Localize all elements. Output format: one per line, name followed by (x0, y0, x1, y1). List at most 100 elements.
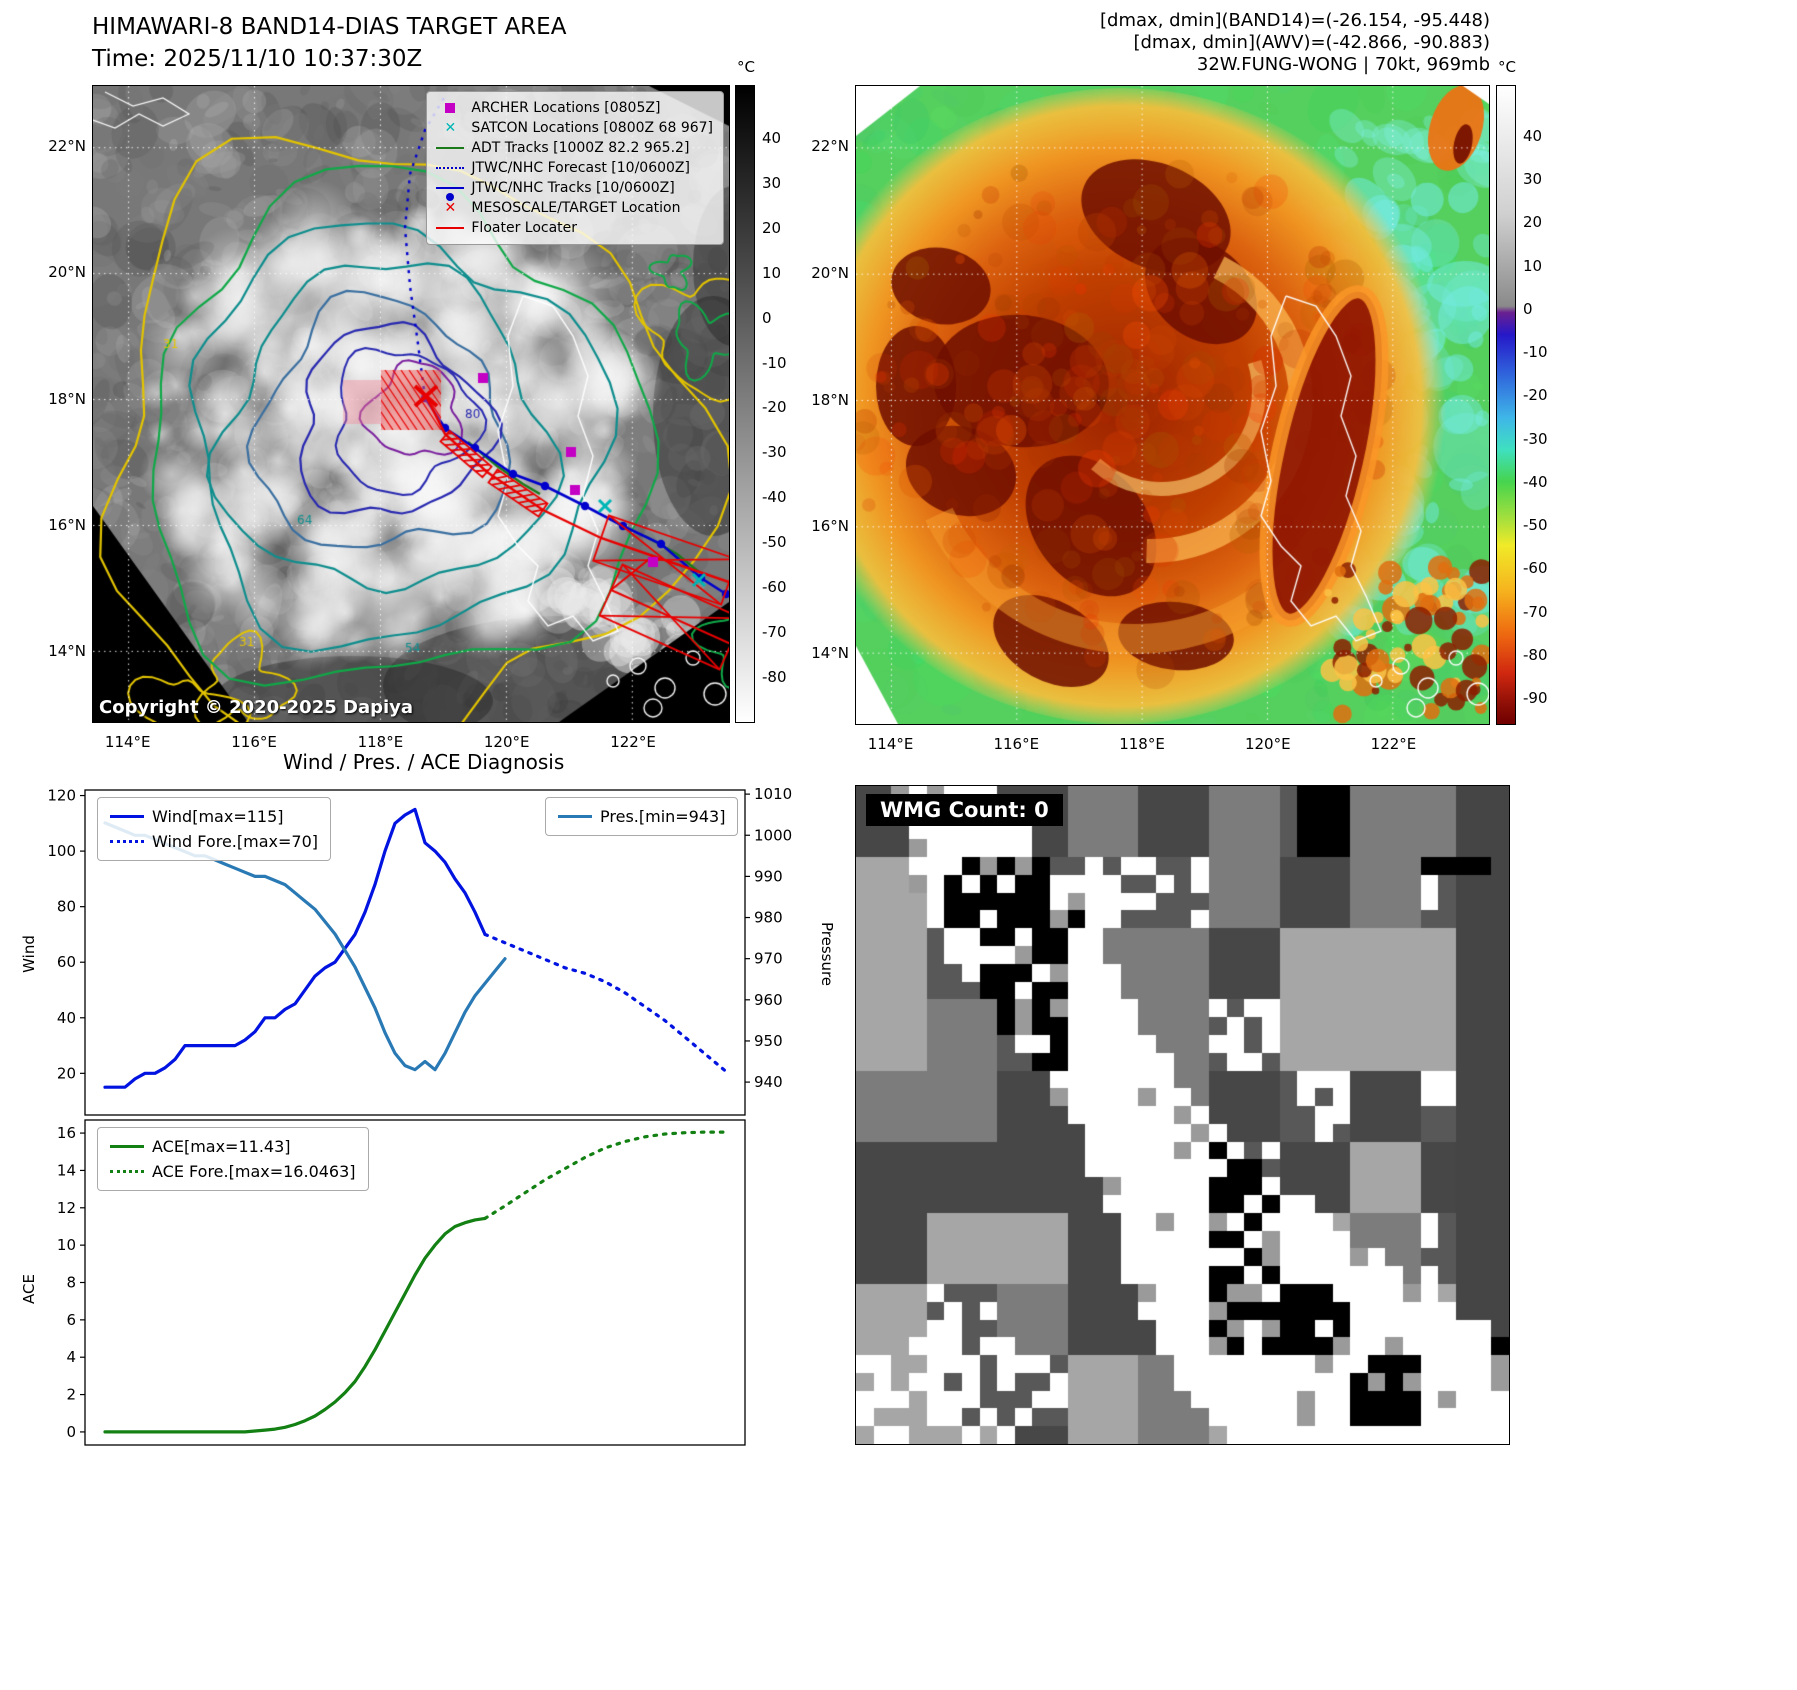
svg-text:10: 10 (57, 1236, 76, 1254)
legend-item-label: SATCON Locations [0800Z 68 967] (471, 120, 713, 136)
right-colorbar-unit: °C (1498, 58, 1516, 76)
right-colorbar-tick: -50 (1523, 516, 1548, 535)
legend-item: ✕ MESOSCALE/TARGET Location (433, 198, 713, 218)
right-map-lon-tick: 122°E (1370, 735, 1417, 753)
wmg-grid-image (856, 786, 1509, 1444)
left-colorbar-unit: °C (737, 58, 755, 76)
right-colorbar-tick: -80 (1523, 645, 1548, 664)
right-map-lat-tick: 16°N (811, 517, 849, 536)
chart-legend-label: ACE Fore.[max=16.0463] (152, 1162, 356, 1181)
svg-text:20: 20 (57, 1064, 76, 1082)
dotted-line-marker-icon (433, 167, 467, 169)
svg-text:990: 990 (754, 867, 783, 885)
svg-text:80: 80 (57, 898, 76, 916)
map-legend: ARCHER Locations [0805Z] ✕ SATCON Location… (426, 91, 724, 245)
svg-text:16: 16 (57, 1124, 76, 1142)
right-colorbar-tick: -90 (1523, 689, 1548, 708)
svg-text:8: 8 (66, 1274, 76, 1292)
left-colorbar-tick: -70 (762, 623, 787, 642)
legend-item: ARCHER Locations [0805Z] (433, 98, 713, 118)
wmg-count-label: WMG Count: 0 (866, 794, 1063, 826)
ace-legend: ACE[max=11.43] ACE Fore.[max=16.0463] (97, 1127, 369, 1191)
left-map-title: HIMAWARI-8 BAND14-DIAS TARGET AREA (92, 14, 567, 40)
right-map-lat-tick: 20°N (811, 263, 849, 282)
left-colorbar-tick: -30 (762, 443, 787, 462)
left-colorbar-tick: 30 (762, 173, 782, 192)
svg-text:6: 6 (66, 1311, 76, 1329)
line-dot-marker-icon (433, 187, 467, 201)
svg-text:4: 4 (66, 1348, 76, 1366)
legend-line-icon (110, 815, 144, 818)
right-colorbar-tick: -10 (1523, 343, 1548, 362)
square-marker-icon (433, 103, 467, 113)
legend-line-icon (110, 1145, 144, 1148)
left-map-lat-tick: 20°N (48, 263, 86, 282)
right-colorbar-tick: 0 (1523, 299, 1533, 318)
legend-item-label: Floater Locater (471, 220, 578, 236)
chart-legend-label: Wind Fore.[max=70] (152, 832, 318, 851)
right-map-lon-tick: 114°E (867, 735, 914, 753)
x-marker-icon: ✕ (444, 200, 457, 216)
line-marker-icon (433, 147, 467, 149)
chart-legend-item: Wind[max=115] (110, 804, 318, 829)
right-map-lon-tick: 118°E (1119, 735, 1165, 753)
left-map-lat-tick: 14°N (48, 642, 86, 661)
left-map-lon-tick: 116°E (231, 733, 277, 751)
pressure-axis-label: Pressure (818, 921, 837, 987)
left-colorbar-tick: -80 (762, 668, 787, 687)
right-map-stats-band14: [dmax, dmin](BAND14)=(-26.154, -95.448) (1100, 10, 1490, 31)
svg-text:960: 960 (754, 991, 783, 1009)
right-colorbar-tick: 40 (1523, 126, 1543, 145)
left-map-lat-tick: 18°N (48, 389, 86, 408)
legend-item-label: ARCHER Locations [0805Z] (471, 100, 661, 116)
right-map-lon-tick: 116°E (993, 735, 1040, 753)
legend-item-label: MESOSCALE/TARGET Location (471, 200, 681, 216)
left-colorbar-tick: -60 (762, 578, 787, 597)
svg-text:2: 2 (66, 1386, 76, 1404)
legend-item: JTWC/NHC Forecast [10/0600Z] (433, 158, 713, 178)
legend-item-label: JTWC/NHC Forecast [10/0600Z] (471, 160, 690, 176)
legend-line-icon (558, 815, 592, 818)
legend-item: ✕ SATCON Locations [0800Z 68 967] (433, 118, 714, 138)
svg-text:940: 940 (754, 1073, 783, 1091)
left-map-lon-tick: 122°E (610, 733, 656, 751)
left-colorbar-tick: -50 (762, 533, 787, 552)
left-map-time: Time: 2025/11/10 10:37:30Z (92, 46, 423, 72)
left-colorbar (735, 85, 755, 723)
left-map-lat-tick: 16°N (48, 515, 86, 534)
left-colorbar-tick: 40 (762, 128, 782, 147)
chart-legend-item: Pres.[min=943] (558, 804, 725, 829)
right-map-lat-tick: 14°N (811, 643, 849, 662)
chart-legend-item: Wind Fore.[max=70] (110, 829, 318, 854)
svg-text:60: 60 (57, 953, 76, 971)
left-map-lat-tick: 22°N (48, 136, 86, 155)
pressure-legend: Pres.[min=943] (545, 797, 739, 836)
right-colorbar-tick: 20 (1523, 213, 1543, 232)
legend-item-label: ADT Tracks [1000Z 82.2 965.2] (471, 140, 690, 156)
ace-axis-label: ACE (19, 1274, 38, 1304)
line-marker-icon (433, 227, 467, 229)
chart-legend-item: ACE[max=11.43] (110, 1134, 356, 1159)
left-colorbar-tick: -40 (762, 488, 787, 507)
right-map-lat-tick: 18°N (811, 390, 849, 409)
legend-item: ADT Tracks [1000Z 82.2 965.2] (433, 138, 713, 158)
left-colorbar-tick: 0 (762, 308, 772, 327)
x-marker-icon: ✕ (444, 120, 457, 136)
svg-text:1010: 1010 (754, 785, 792, 803)
right-colorbar-tick: -20 (1523, 386, 1548, 405)
svg-text:0: 0 (66, 1423, 76, 1441)
right-colorbar-tick: -70 (1523, 602, 1548, 621)
awv-map-panel (855, 85, 1490, 725)
left-map-lon-tick: 118°E (357, 733, 404, 751)
storm-name-intensity: 32W.FUNG-WONG | 70kt, 969mb (1196, 54, 1490, 75)
chart-legend-item: ACE Fore.[max=16.0463] (110, 1159, 356, 1184)
chart-legend-label: ACE[max=11.43] (152, 1137, 291, 1156)
svg-text:980: 980 (754, 909, 783, 927)
legend-item: Floater Locater (433, 218, 713, 238)
svg-text:970: 970 (754, 950, 783, 968)
legend-line-icon (110, 1170, 144, 1173)
svg-text:1000: 1000 (754, 826, 792, 844)
legend-line-icon (110, 840, 144, 843)
left-colorbar-tick: -20 (762, 398, 787, 417)
svg-text:100: 100 (47, 842, 76, 860)
